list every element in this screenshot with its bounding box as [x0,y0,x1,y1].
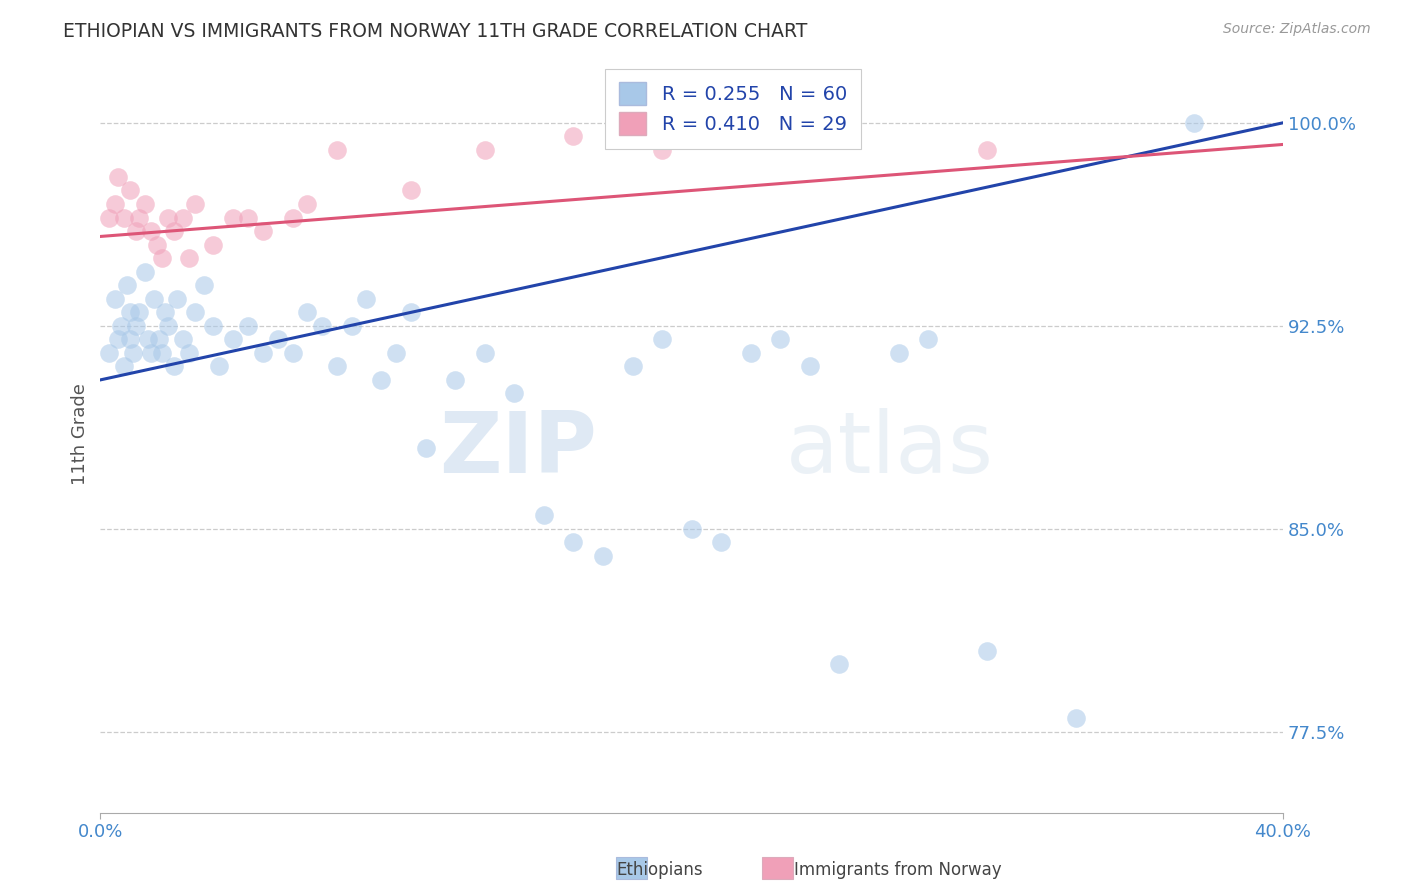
Text: ZIP: ZIP [439,408,598,491]
Point [252,346,274,360]
Point [503,386,526,401]
Point [222,211,245,225]
Point [134,197,156,211]
Point [562,129,585,144]
Point [115,278,138,293]
Point [976,643,998,657]
Point [155,305,177,319]
Point [166,292,188,306]
Point [370,373,392,387]
Point [828,657,851,671]
Point [311,318,333,333]
Point [118,184,141,198]
Point [651,143,673,157]
Point [356,292,378,306]
Point [340,318,363,333]
Point [139,224,162,238]
Point [110,318,132,333]
Point [172,332,194,346]
Point [799,359,821,374]
Text: Ethiopians: Ethiopians [616,861,703,879]
Point [769,332,792,346]
Point [710,535,733,549]
Point [562,535,585,549]
Point [177,251,200,265]
Point [157,318,180,333]
Point [172,211,194,225]
Point [681,522,703,536]
Point [887,346,910,360]
Point [399,305,422,319]
Point [267,332,290,346]
Point [474,143,496,157]
Point [104,197,127,211]
Text: Immigrants from Norway: Immigrants from Norway [794,861,1002,879]
Point [163,224,186,238]
Point [98,211,121,225]
Point [740,129,762,144]
Text: atlas: atlas [786,408,994,491]
Bar [762,857,793,879]
Point [122,346,145,360]
Point [128,305,150,319]
Point [415,441,437,455]
Point [184,197,207,211]
Point [112,211,135,225]
Point [592,549,614,563]
Point [98,346,121,360]
Point [740,346,762,360]
Point [193,278,215,293]
Point [281,346,304,360]
Point [238,211,260,225]
Point [297,305,319,319]
Point [474,346,496,360]
Point [326,143,349,157]
Point [184,305,207,319]
Legend: R = 0.255   N = 60, R = 0.410   N = 29: R = 0.255 N = 60, R = 0.410 N = 29 [606,69,860,149]
Point [107,169,129,184]
Point [142,292,165,306]
Point [297,197,319,211]
Point [976,143,998,157]
Point [128,211,150,225]
Point [163,359,186,374]
Point [444,373,467,387]
Point [201,237,224,252]
Point [621,359,644,374]
Point [385,346,408,360]
Point [104,292,127,306]
Point [207,359,229,374]
Point [201,318,224,333]
Text: ETHIOPIAN VS IMMIGRANTS FROM NORWAY 11TH GRADE CORRELATION CHART: ETHIOPIAN VS IMMIGRANTS FROM NORWAY 11TH… [63,22,807,41]
Point [399,184,422,198]
Point [238,318,260,333]
Point [1064,711,1087,725]
Point [157,211,180,225]
Point [651,332,673,346]
Y-axis label: 11th Grade: 11th Grade [72,383,89,485]
Point [222,332,245,346]
Point [917,332,939,346]
Point [139,346,162,360]
Bar [616,857,647,879]
Point [136,332,159,346]
Point [125,224,148,238]
Point [118,332,141,346]
Point [134,265,156,279]
Point [112,359,135,374]
Point [1182,116,1205,130]
Point [107,332,129,346]
Point [281,211,304,225]
Point [148,332,170,346]
Point [326,359,349,374]
Point [152,251,174,265]
Point [145,237,167,252]
Point [125,318,148,333]
Point [533,508,555,523]
Point [152,346,174,360]
Point [252,224,274,238]
Text: Source: ZipAtlas.com: Source: ZipAtlas.com [1223,22,1371,37]
Point [118,305,141,319]
Point [177,346,200,360]
